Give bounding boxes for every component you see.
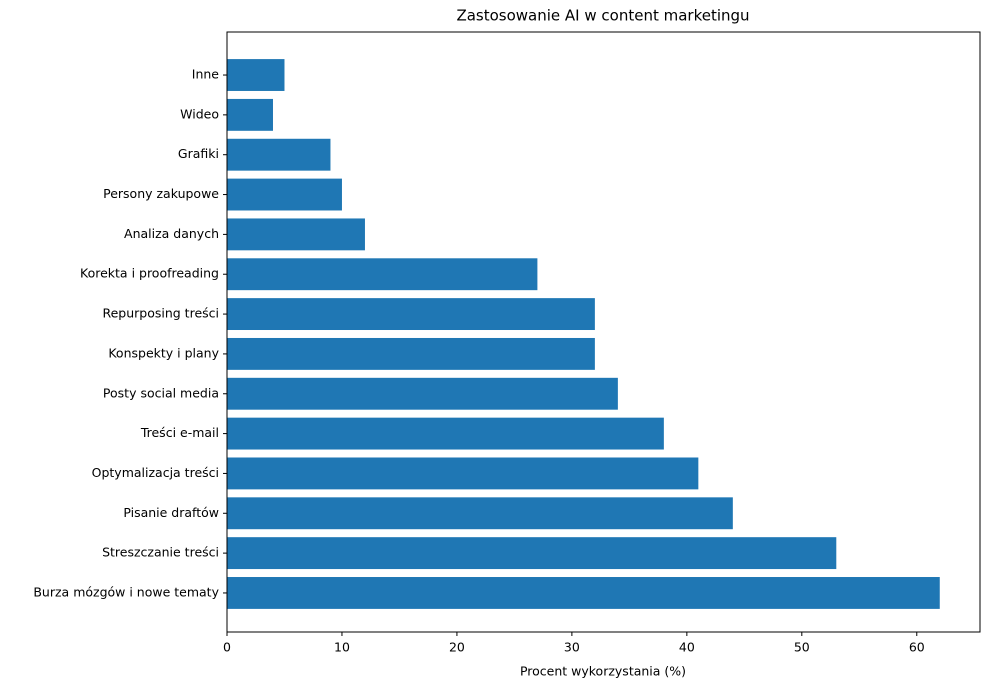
bar <box>227 497 733 530</box>
x-tick-label: 60 <box>909 640 925 655</box>
bar <box>227 218 365 251</box>
bar <box>227 98 273 131</box>
y-tick-label: Treści e-mail <box>140 425 219 440</box>
bar <box>227 417 664 450</box>
y-tick-label: Repurposing treści <box>102 306 219 321</box>
y-tick-label: Pisanie draftów <box>123 505 219 520</box>
y-tick-label: Burza mózgów i nowe tematy <box>33 584 219 599</box>
y-tick-label: Wideo <box>180 106 219 121</box>
x-tick-label: 40 <box>679 640 695 655</box>
bar <box>227 258 538 291</box>
bar <box>227 178 342 211</box>
y-tick-label: Streszczanie treści <box>102 545 219 560</box>
x-tick-label: 10 <box>334 640 350 655</box>
x-tick-label: 50 <box>794 640 810 655</box>
bar <box>227 377 618 410</box>
chart-title: Zastosowanie AI w content marketingu <box>456 7 749 25</box>
y-tick-label: Inne <box>192 67 220 82</box>
y-tick-label: Grafiki <box>178 146 219 161</box>
y-tick-label: Optymalizacja treści <box>92 465 219 480</box>
bar <box>227 138 331 171</box>
y-tick-label: Konspekty i plany <box>108 345 219 360</box>
x-tick-label: 30 <box>564 640 580 655</box>
y-tick-label: Analiza danych <box>124 226 219 241</box>
x-tick-label: 20 <box>449 640 465 655</box>
y-tick-label: Posty social media <box>103 385 219 400</box>
x-axis-label: Procent wykorzystania (%) <box>520 664 686 679</box>
y-tick-label: Persony zakupowe <box>103 186 219 201</box>
bar <box>227 337 595 370</box>
x-tick-label: 0 <box>223 640 231 655</box>
y-tick-label: Korekta i proofreading <box>80 266 219 281</box>
bar <box>227 537 837 570</box>
plot-frame <box>226 31 981 633</box>
bar <box>227 298 595 331</box>
bar <box>227 457 699 490</box>
bar <box>227 59 285 91</box>
bar <box>227 577 940 609</box>
